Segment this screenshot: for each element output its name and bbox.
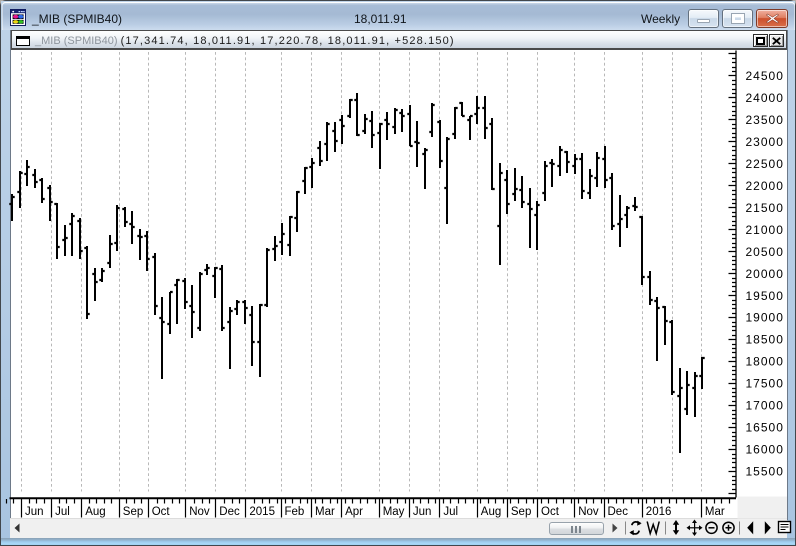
svg-text:Aug: Aug: [481, 506, 501, 518]
svg-text:Jul: Jul: [55, 506, 70, 518]
svg-text:Sep: Sep: [123, 506, 143, 518]
svg-text:20500: 20500: [746, 245, 784, 259]
svg-text:2015: 2015: [249, 506, 275, 518]
svg-text:19000: 19000: [746, 311, 784, 325]
svg-text:Mar: Mar: [705, 506, 725, 518]
svg-text:17500: 17500: [746, 377, 784, 391]
svg-text:23000: 23000: [746, 135, 784, 149]
svg-text:24500: 24500: [746, 69, 784, 83]
svg-text:21000: 21000: [746, 223, 784, 237]
svg-text:Aug: Aug: [85, 506, 105, 518]
svg-text:19500: 19500: [746, 289, 784, 303]
svg-text:Nov: Nov: [189, 506, 210, 518]
svg-text:2016: 2016: [646, 506, 672, 518]
svg-text:Mar: Mar: [315, 506, 335, 518]
svg-text:21500: 21500: [746, 201, 784, 215]
svg-text:15500: 15500: [746, 465, 784, 479]
svg-text:16000: 16000: [746, 443, 784, 457]
svg-text:16500: 16500: [746, 421, 784, 435]
svg-text:Nov: Nov: [578, 506, 599, 518]
svg-text:22500: 22500: [746, 157, 784, 171]
svg-text:Jul: Jul: [443, 506, 458, 518]
svg-text:18000: 18000: [746, 355, 784, 369]
svg-text:May: May: [383, 506, 405, 518]
svg-text:22000: 22000: [746, 179, 784, 193]
svg-text:Jun: Jun: [413, 506, 432, 518]
svg-text:Dec: Dec: [608, 506, 629, 518]
svg-text:Jun: Jun: [25, 506, 44, 518]
svg-text:Feb: Feb: [285, 506, 305, 518]
svg-text:Sep: Sep: [511, 506, 531, 518]
svg-text:Oct: Oct: [541, 506, 560, 518]
svg-text:Dec: Dec: [219, 506, 240, 518]
svg-text:24000: 24000: [746, 91, 784, 105]
svg-text:17000: 17000: [746, 399, 784, 413]
svg-text:18500: 18500: [746, 333, 784, 347]
svg-text:20000: 20000: [746, 267, 784, 281]
svg-text:Oct: Oct: [152, 506, 171, 518]
svg-text:23500: 23500: [746, 113, 784, 127]
svg-text:Apr: Apr: [345, 506, 363, 518]
